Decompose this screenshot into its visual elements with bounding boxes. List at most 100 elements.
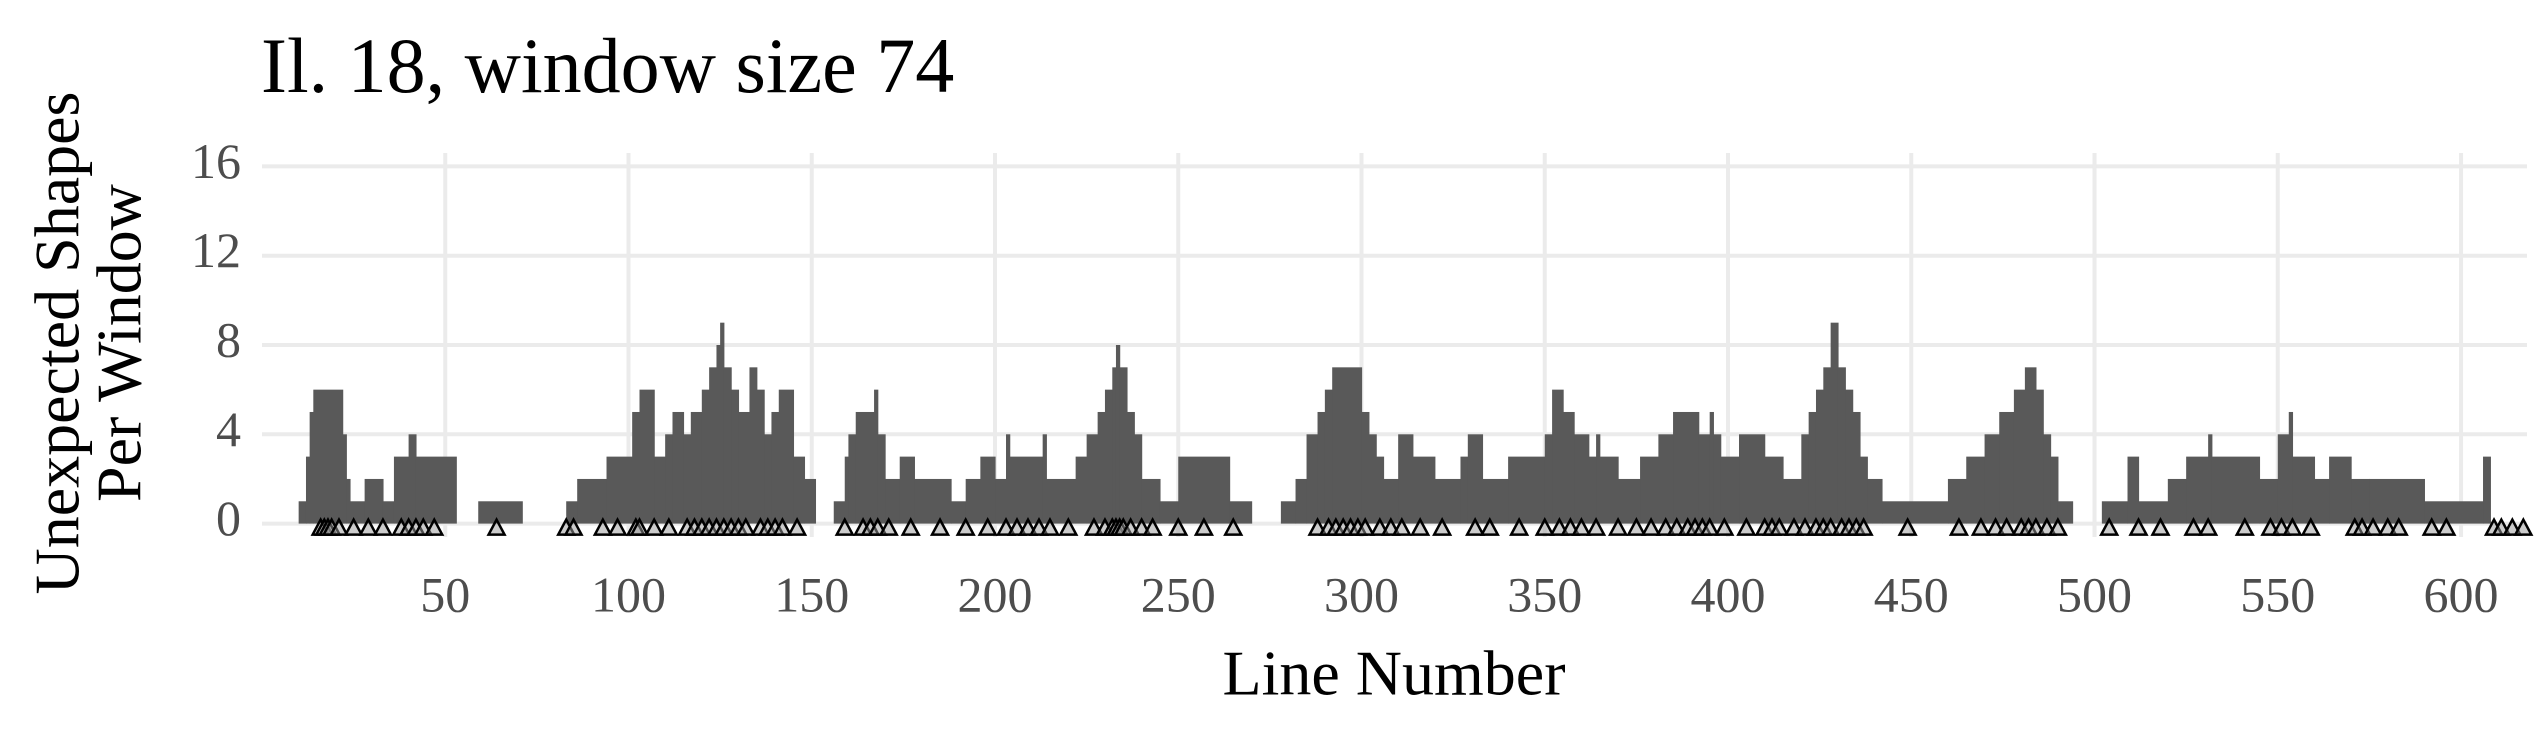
bar xyxy=(778,389,795,524)
x-tick-label: 350 xyxy=(1507,566,1582,622)
bar xyxy=(346,478,351,524)
line-marker xyxy=(1585,516,1607,536)
line-marker xyxy=(2513,516,2534,536)
bar xyxy=(1112,367,1117,524)
bar xyxy=(1376,456,1385,524)
line-marker xyxy=(1193,516,1215,536)
line-marker xyxy=(607,516,628,536)
line-marker xyxy=(1996,516,2017,536)
bar xyxy=(382,501,395,524)
bar xyxy=(1317,411,1326,524)
bar xyxy=(632,411,641,524)
bar xyxy=(1999,411,2015,524)
bar xyxy=(309,411,314,524)
x-tick-label: 50 xyxy=(420,566,470,622)
bar xyxy=(1552,389,1564,524)
bar xyxy=(1141,478,1161,524)
bar xyxy=(833,501,846,524)
bar xyxy=(342,434,347,524)
line-marker xyxy=(1736,516,1757,536)
bar xyxy=(1618,478,1641,524)
x-tick-label: 250 xyxy=(1141,566,1216,622)
bar xyxy=(1460,456,1469,524)
line-marker xyxy=(592,516,613,536)
line-marker xyxy=(424,516,445,536)
line-marker xyxy=(1714,516,1735,536)
x-tick-label: 600 xyxy=(2424,566,2499,622)
bar xyxy=(606,456,633,524)
bar xyxy=(1845,389,1854,524)
bar xyxy=(1837,367,1846,524)
line-marker xyxy=(2388,516,2409,536)
line-marker xyxy=(372,516,394,536)
line-marker xyxy=(1607,516,1629,536)
line-marker xyxy=(563,516,584,536)
bar xyxy=(1588,456,1597,524)
x-tick-label: 100 xyxy=(591,566,666,622)
bar xyxy=(965,478,981,524)
x-tick-label: 300 xyxy=(1324,566,1399,622)
y-tick-label: 8 xyxy=(216,311,241,367)
line-marker xyxy=(1640,516,1662,536)
line-marker xyxy=(2099,516,2120,536)
bar xyxy=(2288,411,2294,524)
bar xyxy=(2351,478,2371,524)
line-marker xyxy=(2436,516,2457,536)
bar xyxy=(1046,478,1077,524)
bar xyxy=(1306,434,1319,524)
x-tick-label: 550 xyxy=(2240,566,2315,622)
bar xyxy=(1361,411,1370,524)
bar xyxy=(1658,434,1674,524)
x-tick-label: 450 xyxy=(1874,566,1949,622)
bar xyxy=(995,478,1007,524)
line-marker xyxy=(2128,516,2149,536)
bar xyxy=(1808,411,1817,524)
line-marker xyxy=(644,516,665,536)
bar xyxy=(1966,456,1986,524)
line-marker xyxy=(1769,516,1790,536)
line-marker xyxy=(2362,516,2384,536)
bar xyxy=(2013,389,2026,524)
bar xyxy=(1859,456,1868,524)
bar xyxy=(2211,456,2261,524)
bar xyxy=(1398,434,1414,524)
bar xyxy=(313,389,344,524)
bar xyxy=(1881,501,1949,524)
bar xyxy=(844,456,850,524)
line-marker xyxy=(1432,516,1453,536)
bar xyxy=(716,345,721,524)
bar xyxy=(364,478,384,524)
bar xyxy=(1324,389,1333,524)
bar xyxy=(1984,434,2000,524)
line-marker xyxy=(834,516,855,536)
line-marker xyxy=(1039,516,1061,536)
bar xyxy=(1574,434,1590,524)
line-marker xyxy=(358,516,379,536)
chart-title: Il. 18, window size 74 xyxy=(261,22,954,109)
bar xyxy=(690,411,703,524)
bar xyxy=(2167,478,2187,524)
line-marker xyxy=(1509,516,1530,536)
bar xyxy=(1006,434,1011,524)
line-marker xyxy=(1534,516,1555,536)
bar xyxy=(654,456,666,524)
x-tick-label: 200 xyxy=(958,566,1033,622)
bar xyxy=(1332,367,1363,524)
bar xyxy=(683,434,692,524)
bar xyxy=(980,456,996,524)
bar xyxy=(478,501,523,524)
bar xyxy=(1178,456,1231,524)
line-marker xyxy=(1853,516,1874,536)
bar xyxy=(804,478,817,524)
bar xyxy=(2050,456,2059,524)
line-marker xyxy=(2234,516,2255,536)
line-marker xyxy=(1142,516,1163,536)
bar xyxy=(1782,478,1802,524)
x-axis-title: Line Number xyxy=(1223,638,1566,709)
line-marker xyxy=(2047,516,2068,536)
x-tick-label: 150 xyxy=(774,566,849,622)
bar xyxy=(1075,456,1088,524)
x-tick-label: 500 xyxy=(2057,566,2132,622)
line-marker xyxy=(328,516,350,536)
line-marker xyxy=(929,516,951,536)
